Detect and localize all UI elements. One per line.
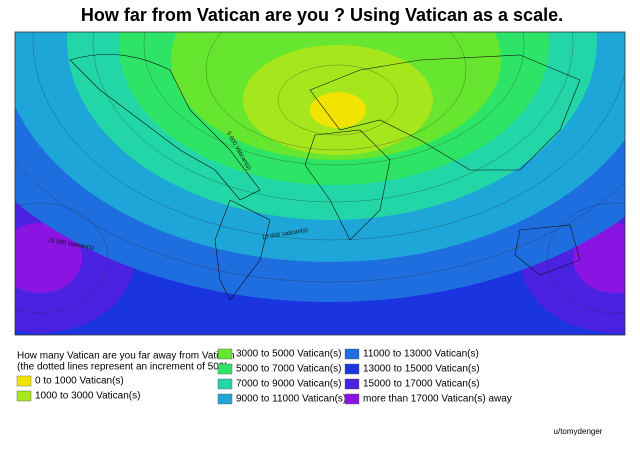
legend-label: 15000 to 17000 Vatican(s) (363, 379, 480, 390)
legend-label: 0 to 1000 Vatican(s) (35, 376, 124, 387)
legend-label: 1000 to 3000 Vatican(s) (35, 391, 140, 402)
legend-label: 13000 to 15000 Vatican(s) (363, 364, 480, 375)
legend-heading: How many Vatican are you far away from V… (17, 351, 235, 362)
legend-swatch (16, 390, 32, 402)
map-frame (14, 31, 626, 336)
legend-label: 5000 to 7000 Vatican(s) (236, 364, 341, 375)
legend-swatch (16, 375, 32, 387)
legend-label: 3000 to 5000 Vatican(s) (236, 349, 341, 360)
legend-swatch (217, 393, 233, 405)
legend-label: 9000 to 11000 Vatican(s) (236, 394, 346, 405)
credit: u/tomydenger (554, 427, 603, 436)
legend-swatch (344, 348, 360, 360)
legend-label: 11000 to 13000 Vatican(s) (363, 349, 479, 360)
legend-swatch (344, 363, 360, 375)
legend-label: more than 17000 Vatican(s) away (363, 394, 512, 405)
legend-swatch (344, 378, 360, 390)
legend-swatch (217, 363, 233, 375)
map (15, 32, 625, 335)
legend-swatch (217, 348, 233, 360)
legend-swatch (344, 393, 360, 405)
legend-swatch (217, 378, 233, 390)
legend-heading: (the dotted lines represent an increment… (17, 362, 228, 373)
legend: How many Vatican are you far away from V… (16, 348, 512, 405)
legend-label: 7000 to 9000 Vatican(s) (236, 379, 341, 390)
title: How far from Vatican are you ? Using Vat… (81, 5, 563, 25)
